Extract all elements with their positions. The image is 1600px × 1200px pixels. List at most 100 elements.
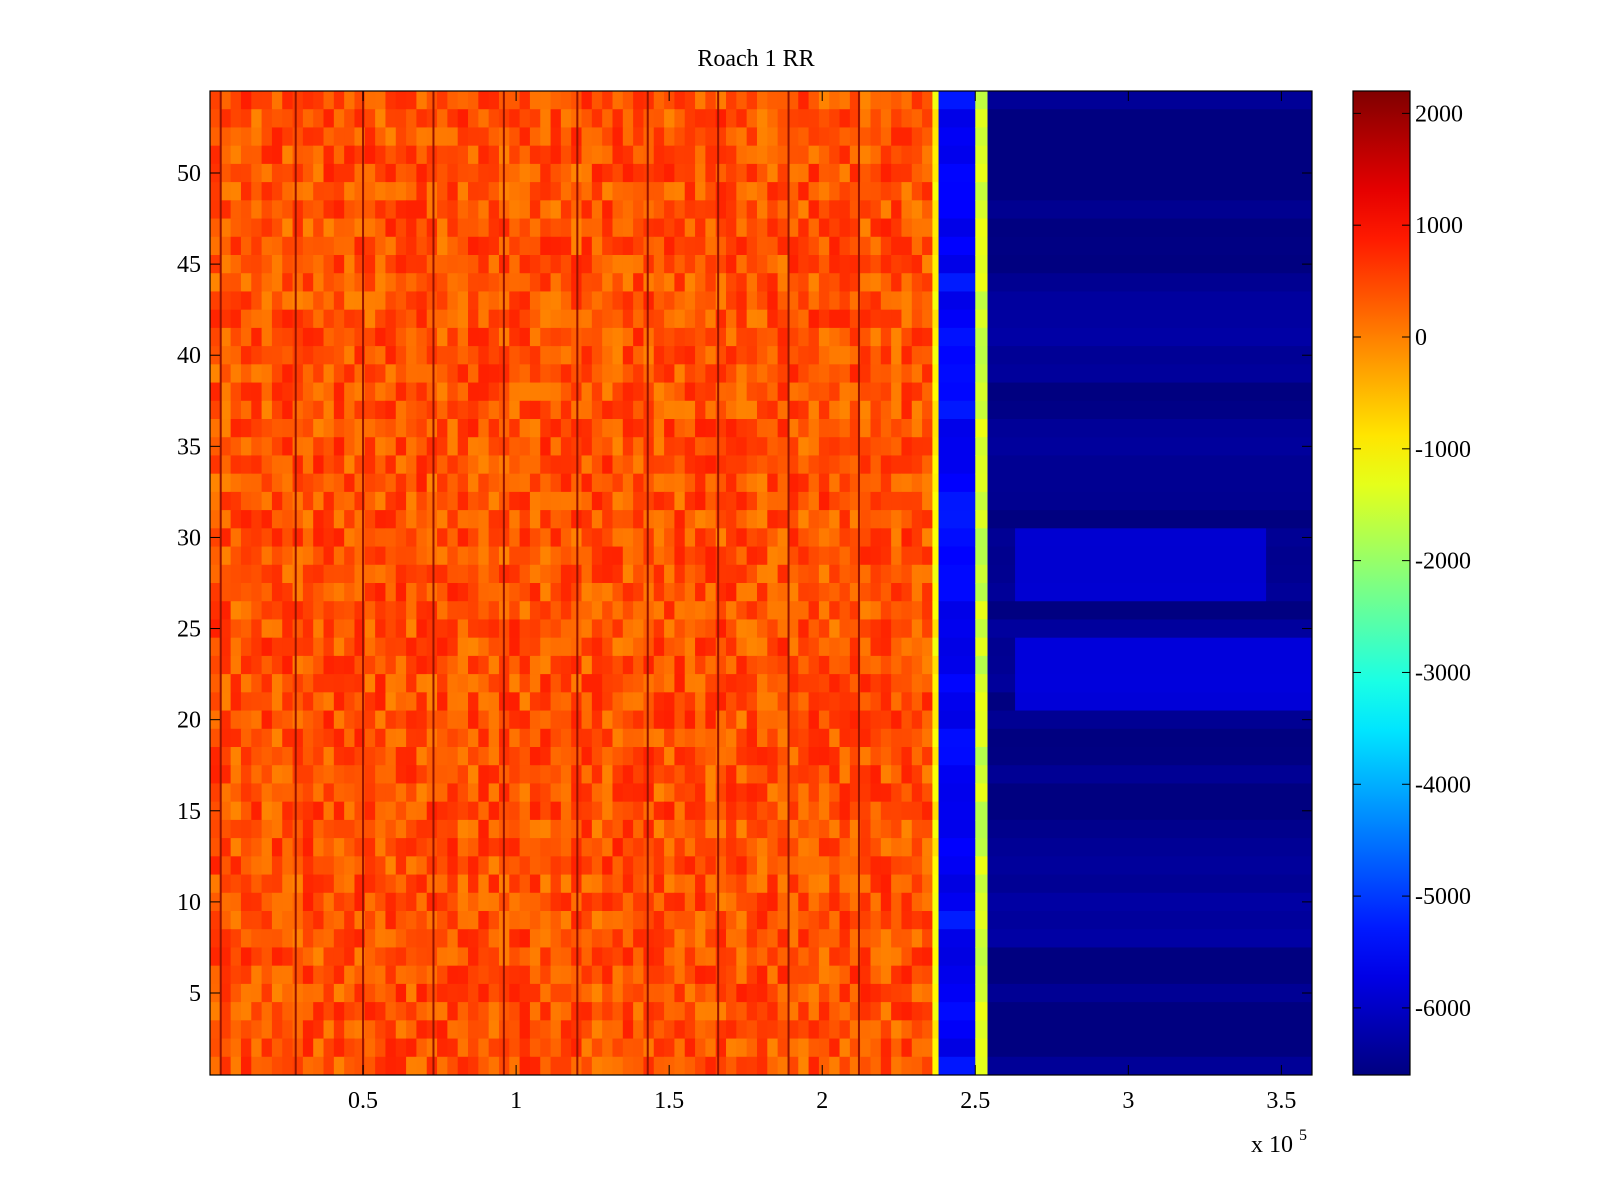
heatmap-cell <box>437 983 448 1003</box>
heatmap-cell <box>323 236 335 256</box>
heatmap-cell <box>426 182 438 201</box>
heatmap-cell <box>591 528 603 548</box>
heatmap-cell <box>447 1056 459 1075</box>
heatmap-cell <box>818 291 830 311</box>
heatmap-cell <box>726 892 737 912</box>
heatmap-cell <box>354 473 366 493</box>
heatmap-cell <box>509 163 521 183</box>
heatmap-cell <box>767 619 779 639</box>
heatmap-cell <box>798 1002 810 1021</box>
heatmap-cell <box>509 109 521 129</box>
heatmap-cell <box>622 419 634 438</box>
heatmap-cell <box>478 291 490 311</box>
heatmap-cell <box>674 382 686 402</box>
heatmap-cell <box>612 127 624 147</box>
heatmap-cell <box>591 473 603 493</box>
heatmap-cell <box>938 255 976 274</box>
heatmap-cell <box>674 674 686 693</box>
heatmap-cell <box>891 838 903 857</box>
heatmap-cell <box>922 765 934 785</box>
heatmap-cell <box>922 200 934 220</box>
heatmap-cell <box>664 947 676 967</box>
heatmap-cell <box>468 273 479 293</box>
heatmap-cell <box>240 1002 252 1021</box>
heatmap-cell <box>261 182 273 201</box>
heatmap-cell <box>777 491 789 511</box>
heatmap-cell <box>938 528 976 548</box>
heatmap-cell <box>560 218 572 238</box>
heatmap-cell <box>529 637 541 657</box>
heatmap-cell <box>612 145 624 165</box>
heatmap-cell <box>437 346 448 365</box>
heatmap-cell <box>987 819 1312 839</box>
heatmap-cell <box>302 619 314 639</box>
heatmap-cell <box>478 637 490 657</box>
heatmap-cell <box>938 911 976 930</box>
heatmap-cell <box>880 163 892 183</box>
heatmap-cell <box>581 601 593 621</box>
colorbar-tick-label: -1000 <box>1415 437 1471 463</box>
heatmap-cell <box>736 747 748 766</box>
heatmap-cell <box>901 455 913 475</box>
heatmap-cell <box>333 801 345 821</box>
heatmap-cell <box>375 983 387 1003</box>
heatmap-cell <box>488 255 500 274</box>
heatmap-cell <box>674 637 686 657</box>
heatmap-cell <box>602 437 614 457</box>
heatmap-cell <box>891 255 903 274</box>
heatmap-cell <box>251 510 263 529</box>
heatmap-cell <box>818 473 830 493</box>
heatmap-cell <box>282 91 294 110</box>
heatmap-cell <box>767 783 779 803</box>
heatmap-cell <box>756 692 768 712</box>
y-tick-label: 5 <box>189 981 201 1007</box>
heatmap-cell <box>468 765 479 785</box>
heatmap-cell <box>529 1020 541 1040</box>
heatmap-cell <box>395 983 407 1003</box>
heatmap-cell <box>313 819 325 839</box>
heatmap-cell <box>230 327 242 347</box>
heatmap-cell <box>633 255 645 274</box>
heatmap-cell <box>261 163 273 183</box>
heatmap-cell <box>261 218 273 238</box>
heatmap-cell <box>602 109 614 129</box>
heatmap-cell <box>684 801 696 821</box>
heatmap-cell <box>271 710 283 730</box>
heatmap-cell <box>787 1020 799 1040</box>
heatmap-cell <box>529 655 541 675</box>
heatmap-cell <box>653 382 665 402</box>
heatmap-cell <box>478 947 490 967</box>
heatmap-cell <box>406 637 418 657</box>
heatmap-cell <box>818 947 830 967</box>
heatmap-cell <box>271 655 283 675</box>
heatmap-cell <box>581 783 593 803</box>
heatmap-cell <box>818 801 830 821</box>
heatmap-cell <box>529 200 541 220</box>
heatmap-cell <box>354 182 366 201</box>
heatmap-cell <box>849 965 861 985</box>
heatmap-cell <box>808 491 820 511</box>
heatmap-cell <box>932 1002 940 1021</box>
heatmap-cell <box>880 291 892 311</box>
heatmap-cell <box>777 182 789 201</box>
heatmap-cell <box>220 892 232 912</box>
heatmap-cell <box>437 491 448 511</box>
heatmap-cell <box>911 327 923 347</box>
heatmap-cell <box>406 856 418 876</box>
heatmap-cell <box>932 965 940 985</box>
x-axis-multiplier-base: x 10 <box>1251 1132 1293 1158</box>
heatmap-cell <box>591 364 603 384</box>
heatmap-cell <box>932 747 940 766</box>
heatmap-cell <box>519 874 531 894</box>
heatmap-cell <box>975 965 989 985</box>
heatmap-cell <box>591 710 603 730</box>
heatmap-cell <box>829 601 841 621</box>
heatmap-cell <box>302 601 314 621</box>
heatmap-cell <box>767 255 779 274</box>
heatmap-cell <box>292 309 304 329</box>
heatmap-cell <box>488 291 500 311</box>
heatmap-cell <box>664 364 676 384</box>
heatmap-cell <box>550 182 562 201</box>
heatmap-cell <box>987 382 1312 402</box>
heatmap-cell <box>509 856 521 876</box>
